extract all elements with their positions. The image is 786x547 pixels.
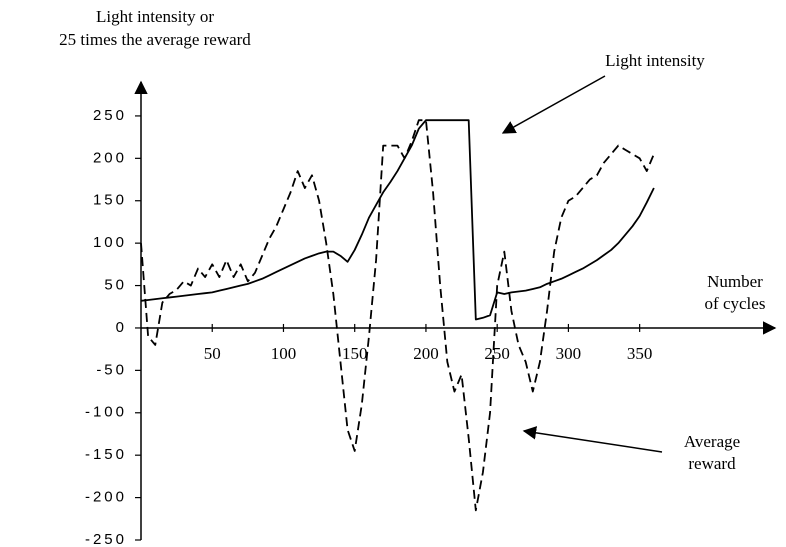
y-tick-label: 150 — [93, 192, 127, 209]
y-axis-label: 25 times the average reward — [59, 30, 251, 49]
x-axis-label: Number — [707, 272, 763, 291]
annotation: Light intensity — [605, 51, 705, 70]
y-tick-label: -200 — [85, 489, 127, 506]
y-tick-label: 50 — [104, 277, 127, 294]
y-tick-label: -150 — [85, 446, 127, 463]
x-tick-label: 200 — [413, 344, 439, 363]
annotation-arrow — [522, 426, 663, 453]
annotation-arrow — [501, 75, 606, 134]
annotation: Average — [684, 432, 740, 451]
x-axis-label: of cycles — [705, 294, 766, 313]
x-tick-label: 250 — [484, 344, 510, 363]
data-line — [140, 119, 655, 512]
y-tick-label: 0 — [116, 319, 127, 336]
y-tick-label: 100 — [93, 234, 127, 251]
x-tick-label: 150 — [342, 344, 368, 363]
y-tick-label: -100 — [85, 404, 127, 421]
y-tick-label: -50 — [96, 361, 127, 378]
x-tick-label: 100 — [271, 344, 297, 363]
data-line — [140, 119, 655, 321]
annotation: reward — [688, 454, 736, 473]
x-tick-label: 300 — [556, 344, 582, 363]
y-tick-label: 200 — [93, 149, 127, 166]
y-axis-label: Light intensity or — [96, 7, 214, 26]
x-tick-label: 350 — [627, 344, 653, 363]
x-tick-label: 50 — [204, 344, 221, 363]
y-tick-label: -250 — [85, 531, 127, 547]
y-tick-label: 250 — [93, 107, 127, 124]
